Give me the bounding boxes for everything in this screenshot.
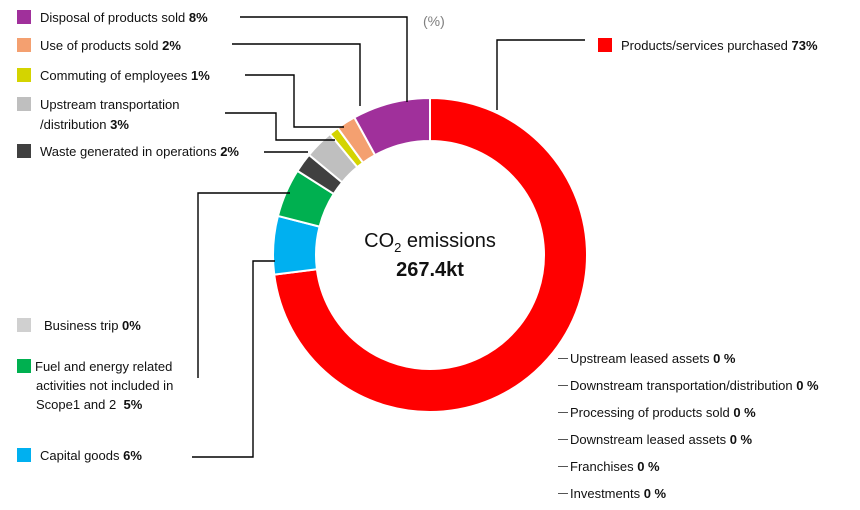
legend-item-purchased: Products/services purchased 73% <box>598 36 818 55</box>
leader-line-commuting <box>245 74 344 128</box>
zero-item-processing: Processing of products sold 0 % <box>558 405 756 420</box>
legend-swatch-business <box>17 318 31 332</box>
legend-item-commuting: Commuting of employees 1% <box>17 66 210 85</box>
zero-item-downstream-transport: Downstream transportation/distribution 0… <box>558 378 819 393</box>
zero-item-downstream-leased: Downstream leased assets 0 % <box>558 432 752 447</box>
legend-item-fuel-line2: activities not included in <box>36 378 174 393</box>
legend-item-capital: Capital goods 6% <box>17 446 142 465</box>
legend-swatch-fuel <box>17 359 31 373</box>
unit-label: (%) <box>423 13 445 29</box>
center-title: CO2 emissions <box>364 230 496 255</box>
legend-item-waste: Waste generated in operations 2% <box>17 142 239 161</box>
legend-swatch-upstream <box>17 97 31 111</box>
zero-item-franchises: Franchises 0 % <box>558 459 660 474</box>
legend-item-fuel-line3: Scope1 and 2 5% <box>36 397 143 412</box>
leader-line-capital <box>192 260 275 458</box>
legend-swatch-use <box>17 38 31 52</box>
legend-item-upstream-transportation: Upstream transportation <box>17 95 179 114</box>
zero-item-investments: Investments 0 % <box>558 486 666 501</box>
donut-slice-disposal-of-products-sold <box>353 96 431 157</box>
legend-swatch-capital <box>17 448 31 462</box>
leader-line-fuel <box>197 192 290 378</box>
donut-slice-products-services-purchased <box>273 96 588 413</box>
leader-line-upstream <box>225 112 335 141</box>
legend-item-disposal: Disposal of products sold 8% <box>17 8 208 27</box>
legend-swatch-commuting <box>17 68 31 82</box>
legend-item-business-trip: Business trip 0% <box>17 316 141 335</box>
center-total-value: 267.4kt <box>396 259 464 281</box>
legend-item-use: Use of products sold 2% <box>17 36 181 55</box>
legend-swatch-waste <box>17 144 31 158</box>
legend-swatch-purchased <box>598 38 612 52</box>
legend-item-upstream-line2: /distribution 3% <box>40 117 129 132</box>
zero-item-upstream-leased: Upstream leased assets 0 % <box>558 351 735 366</box>
legend-item-fuel: Fuel and energy related <box>17 357 172 376</box>
leader-lines <box>192 16 585 458</box>
leader-line-use <box>232 43 361 106</box>
leader-line-disposal <box>240 16 408 102</box>
legend-swatch-disposal <box>17 10 31 24</box>
leader-line-purchased <box>496 39 585 110</box>
